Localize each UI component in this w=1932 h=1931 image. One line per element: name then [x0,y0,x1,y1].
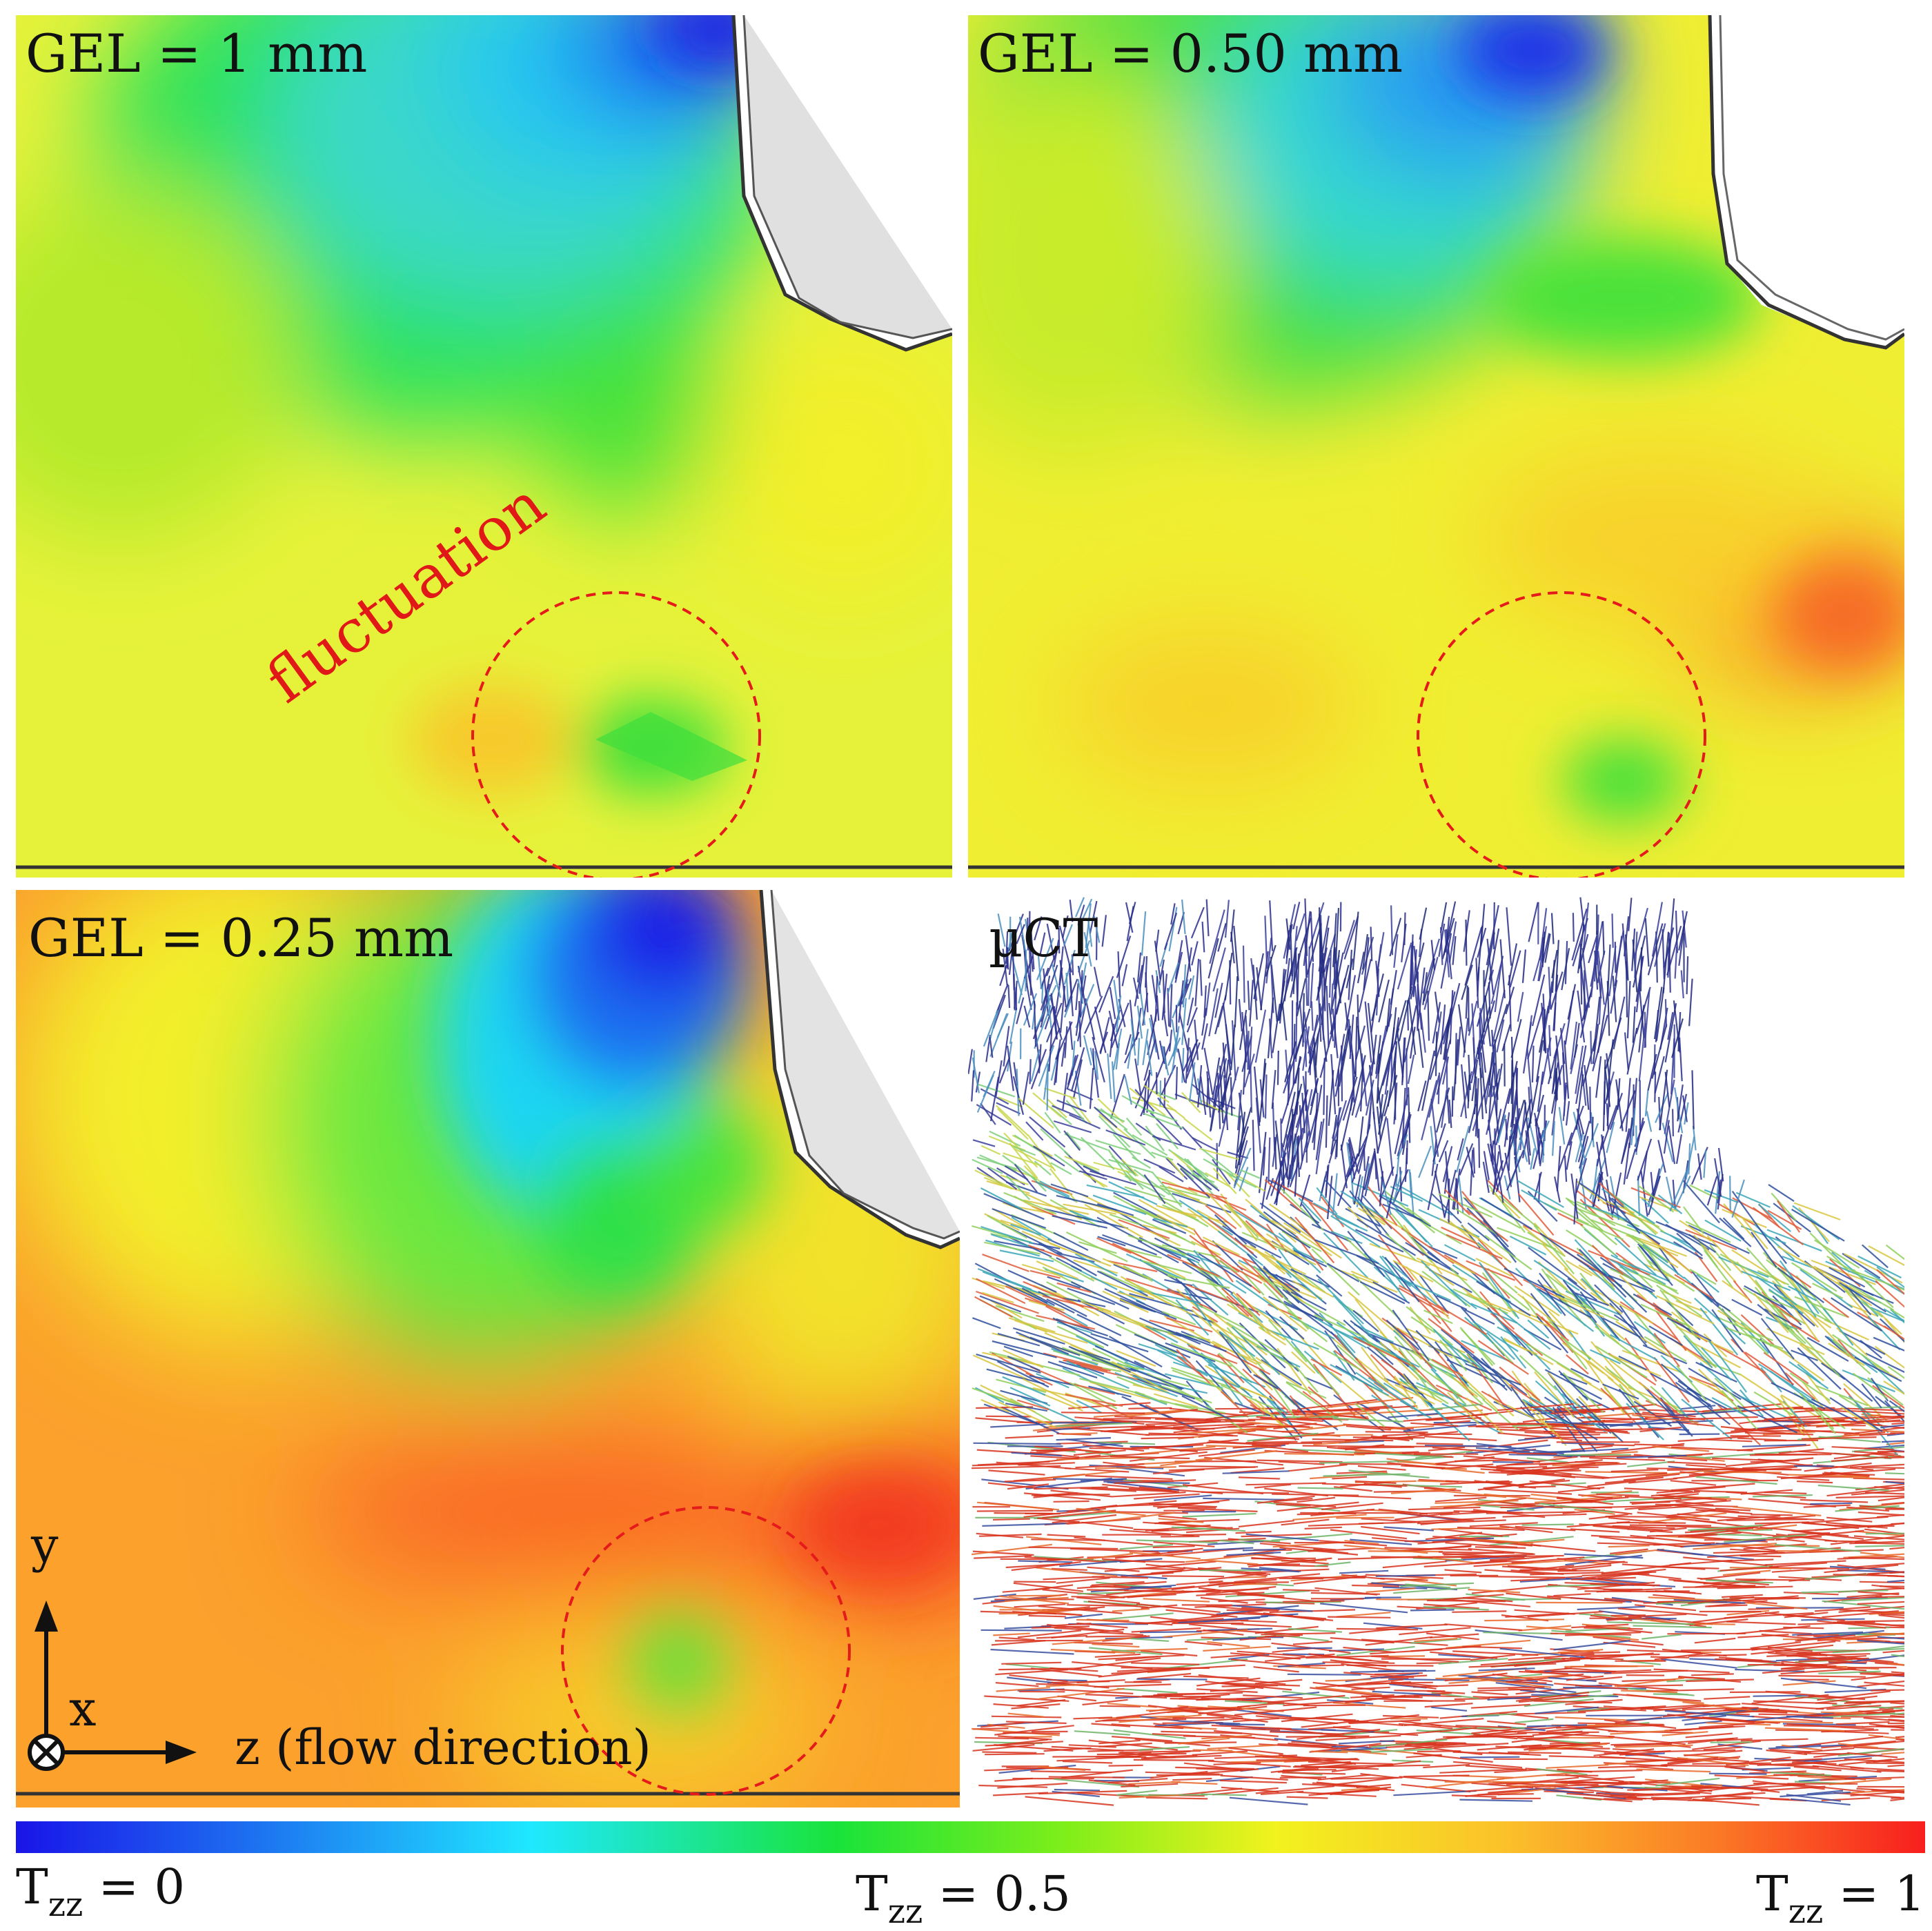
fiber-orientation-map [968,890,1904,1808]
y-axis-arrow [34,1601,58,1632]
panel-label: GEL = 1 mm [26,28,367,80]
z-axis-arrow [166,1741,197,1764]
colorbar-min-label: Tzz = 0 [16,1863,185,1921]
colorbar-mid-label: Tzz = 0.5 [856,1870,1071,1928]
contour-field [16,15,952,878]
panel-label: GEL = 0.50 mm [978,28,1403,80]
panel-micro-ct: µCT [968,890,1904,1808]
z-axis-label: z (flow direction) [235,1723,651,1772]
panel-gel-050mm: GEL = 0.50 mm [968,15,1904,878]
colorbar [16,1821,1925,1853]
panel-label: µCT [989,912,1098,964]
colorbar-max-label: Tzz = 1 [1756,1870,1925,1928]
y-axis-label: y [31,1521,59,1569]
x-axis-label: x [69,1685,96,1733]
panel-gel-1mm: GEL = 1 mm fluctuation [16,15,952,878]
panel-label: GEL = 0.25 mm [28,912,453,964]
contour-field [968,15,1904,878]
axes-indicator: y x z (flow direction) [0,1504,690,1794]
